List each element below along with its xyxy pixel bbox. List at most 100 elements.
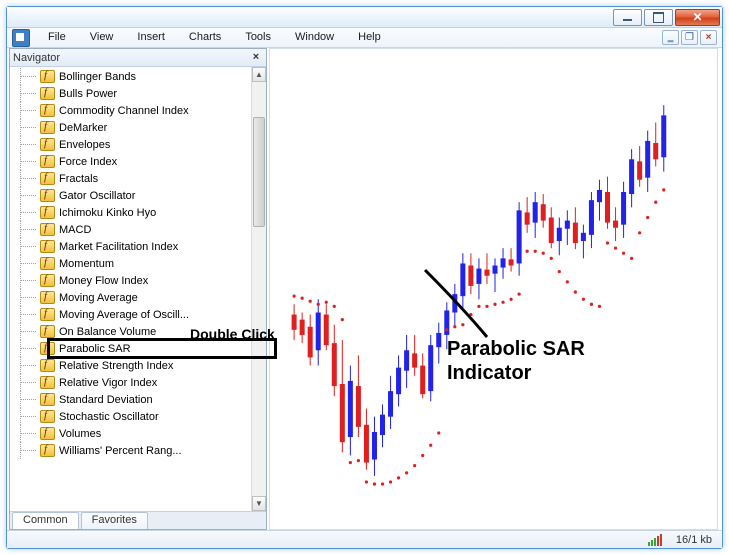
mdi-restore-button[interactable]: ❐ bbox=[681, 30, 698, 45]
indicator-item[interactable]: Ichimoku Kinko Hyo bbox=[10, 204, 251, 221]
indicator-label: Momentum bbox=[59, 258, 114, 270]
indicator-label: Envelopes bbox=[59, 139, 110, 151]
indicator-item[interactable]: Parabolic SAR bbox=[10, 340, 251, 357]
indicator-item[interactable]: Relative Vigor Index bbox=[10, 374, 251, 391]
indicator-icon bbox=[40, 104, 55, 117]
indicator-item[interactable]: Bulls Power bbox=[10, 85, 251, 102]
indicator-label: Fractals bbox=[59, 173, 98, 185]
indicator-icon bbox=[40, 240, 55, 253]
indicator-label: DeMarker bbox=[59, 122, 107, 134]
indicator-label: On Balance Volume bbox=[59, 326, 156, 338]
connection-bars-icon bbox=[648, 534, 662, 546]
indicator-item[interactable]: Commodity Channel Index bbox=[10, 102, 251, 119]
indicator-icon bbox=[40, 274, 55, 287]
connection-status: 16/1 kb bbox=[676, 534, 712, 546]
scroll-thumb[interactable] bbox=[253, 117, 265, 227]
statusbar: 16/1 kb bbox=[7, 530, 722, 548]
indicator-item[interactable]: Stochastic Oscillator bbox=[10, 408, 251, 425]
navigator-titlebar: Navigator × bbox=[10, 49, 266, 67]
indicator-icon bbox=[40, 359, 55, 372]
mdi-minimize-button[interactable]: ‗ bbox=[662, 30, 679, 45]
menu-help[interactable]: Help bbox=[346, 28, 393, 47]
scroll-up-button[interactable]: ▲ bbox=[252, 67, 266, 82]
indicator-label: Ichimoku Kinko Hyo bbox=[59, 207, 156, 219]
indicator-icon bbox=[40, 223, 55, 236]
menu-window[interactable]: Window bbox=[283, 28, 346, 47]
indicator-label: Williams' Percent Rang... bbox=[59, 445, 182, 457]
navigator-scrollbar[interactable]: ▲ ▼ bbox=[251, 67, 266, 511]
menu-charts[interactable]: Charts bbox=[177, 28, 233, 47]
indicator-label: Standard Deviation bbox=[59, 394, 153, 406]
tab-favorites[interactable]: Favorites bbox=[81, 512, 148, 529]
indicator-item[interactable]: Moving Average bbox=[10, 289, 251, 306]
indicator-icon bbox=[40, 427, 55, 440]
indicator-item[interactable]: Force Index bbox=[10, 153, 251, 170]
menu-view[interactable]: View bbox=[78, 28, 126, 47]
navigator-title: Navigator bbox=[13, 52, 249, 64]
indicator-label: Commodity Channel Index bbox=[59, 105, 189, 117]
tab-common[interactable]: Common bbox=[12, 512, 79, 529]
indicator-label: Relative Strength Index bbox=[59, 360, 173, 372]
window-maximize-button[interactable] bbox=[644, 9, 673, 26]
candlestick-chart bbox=[270, 49, 717, 529]
navigator-panel: Navigator × Bollinger Bands Bulls Power Co… bbox=[9, 48, 267, 530]
indicator-item[interactable]: Market Facilitation Index bbox=[10, 238, 251, 255]
indicator-item[interactable]: Williams' Percent Rang... bbox=[10, 442, 251, 459]
indicator-label: Relative Vigor Index bbox=[59, 377, 157, 389]
indicator-item[interactable]: Bollinger Bands bbox=[10, 68, 251, 85]
indicator-label: Market Facilitation Index bbox=[59, 241, 178, 253]
indicator-label: Bulls Power bbox=[59, 88, 117, 100]
indicator-icon bbox=[40, 206, 55, 219]
indicator-label: Force Index bbox=[59, 156, 117, 168]
indicator-icon bbox=[40, 121, 55, 134]
indicator-icon bbox=[40, 257, 55, 270]
indicator-item[interactable]: Volumes bbox=[10, 425, 251, 442]
indicator-icon bbox=[40, 70, 55, 83]
app-window: ✕ FileViewInsertChartsToolsWindowHelp ‗ … bbox=[6, 6, 723, 549]
navigator-tree[interactable]: Bollinger Bands Bulls Power Commodity Chan… bbox=[10, 67, 251, 511]
menu-insert[interactable]: Insert bbox=[125, 28, 177, 47]
indicator-icon bbox=[40, 393, 55, 406]
window-minimize-button[interactable] bbox=[613, 9, 642, 26]
indicator-item[interactable]: Money Flow Index bbox=[10, 272, 251, 289]
mdi-close-button[interactable]: × bbox=[700, 30, 717, 45]
indicator-icon bbox=[40, 155, 55, 168]
indicator-label: MACD bbox=[59, 224, 91, 236]
indicator-item[interactable]: DeMarker bbox=[10, 119, 251, 136]
indicator-item[interactable]: Fractals bbox=[10, 170, 251, 187]
indicator-label: Bollinger Bands bbox=[59, 71, 136, 83]
indicator-item[interactable]: Standard Deviation bbox=[10, 391, 251, 408]
indicator-item[interactable]: Momentum bbox=[10, 255, 251, 272]
scroll-down-button[interactable]: ▼ bbox=[252, 496, 266, 511]
indicator-label: Money Flow Index bbox=[59, 275, 148, 287]
indicator-icon bbox=[40, 308, 55, 321]
indicator-icon bbox=[40, 189, 55, 202]
indicator-label: Gator Oscillator bbox=[59, 190, 135, 202]
indicator-item[interactable]: Gator Oscillator bbox=[10, 187, 251, 204]
indicator-icon bbox=[40, 87, 55, 100]
window-close-button[interactable]: ✕ bbox=[675, 9, 720, 26]
indicator-item[interactable]: On Balance Volume bbox=[10, 323, 251, 340]
indicator-icon bbox=[40, 342, 55, 355]
indicator-label: Stochastic Oscillator bbox=[59, 411, 159, 423]
navigator-tabs: Common Favorites bbox=[10, 511, 266, 529]
indicator-label: Parabolic SAR bbox=[59, 343, 131, 355]
chart-area[interactable] bbox=[269, 48, 718, 530]
indicator-item[interactable]: Envelopes bbox=[10, 136, 251, 153]
menubar: FileViewInsertChartsToolsWindowHelp ‗ ❐ … bbox=[7, 28, 722, 48]
indicator-icon bbox=[40, 444, 55, 457]
indicator-label: Moving Average bbox=[59, 292, 138, 304]
titlebar: ✕ bbox=[7, 7, 722, 28]
indicator-icon bbox=[40, 325, 55, 338]
indicator-icon bbox=[40, 376, 55, 389]
navigator-close-button[interactable]: × bbox=[249, 51, 263, 65]
indicator-item[interactable]: Relative Strength Index bbox=[10, 357, 251, 374]
indicator-item[interactable]: MACD bbox=[10, 221, 251, 238]
indicator-icon bbox=[40, 138, 55, 151]
indicator-label: Volumes bbox=[59, 428, 101, 440]
app-icon bbox=[12, 29, 30, 47]
indicator-item[interactable]: Moving Average of Oscill... bbox=[10, 306, 251, 323]
indicator-icon bbox=[40, 291, 55, 304]
menu-file[interactable]: File bbox=[36, 28, 78, 47]
menu-tools[interactable]: Tools bbox=[233, 28, 283, 47]
